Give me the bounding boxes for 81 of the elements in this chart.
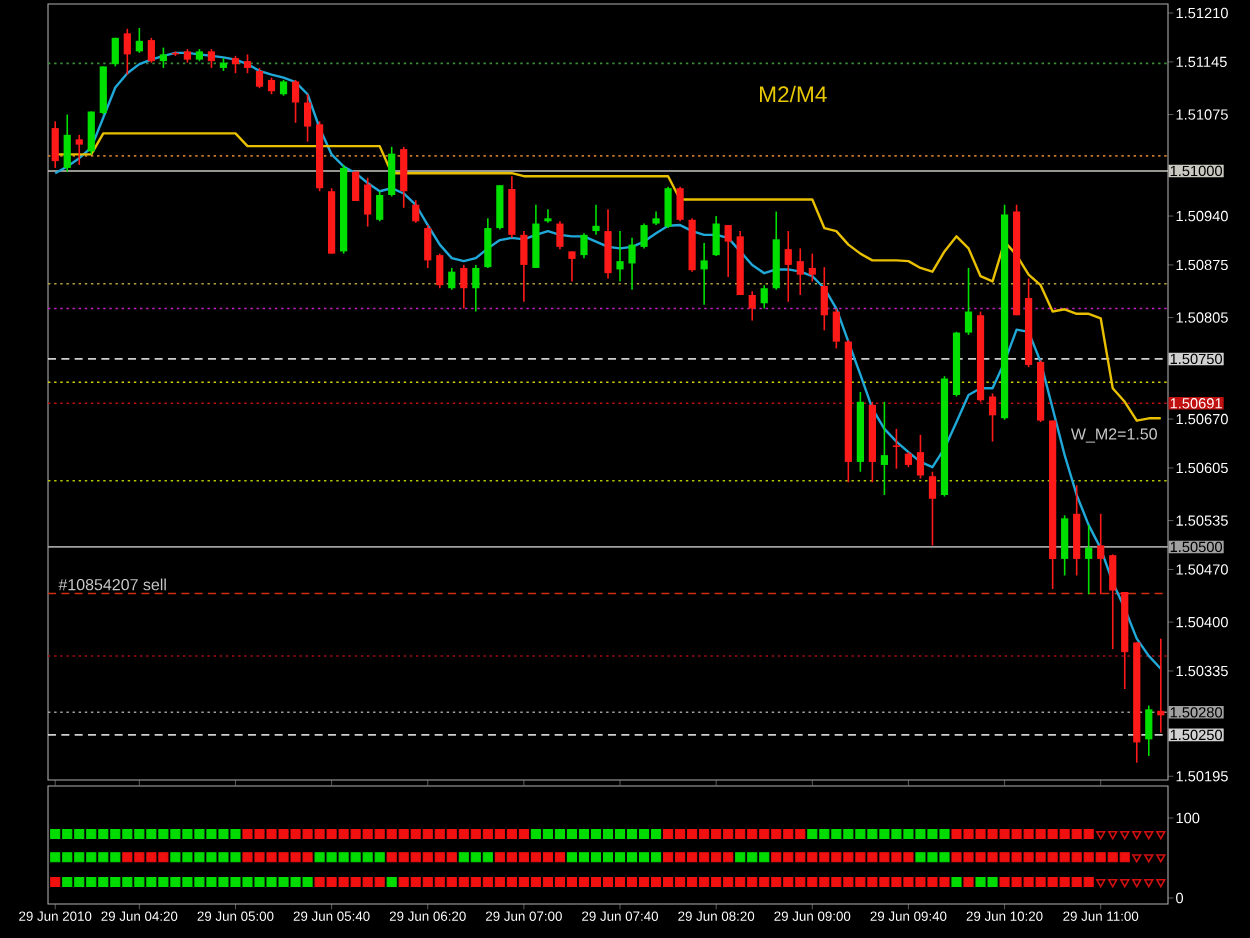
- candlestick: [808, 252, 816, 283]
- candlestick: [1097, 513, 1105, 596]
- candlestick: [532, 203, 540, 269]
- point: [1120, 830, 1130, 840]
- candlestick: [63, 113, 71, 173]
- candlestick: [303, 93, 312, 143]
- candlestick: [508, 175, 516, 239]
- candlestick: [616, 230, 624, 283]
- annotation: M2/M4: [760, 85, 827, 103]
- candlestick: [484, 217, 492, 269]
- candlestick: [568, 250, 576, 283]
- point: [1156, 830, 1166, 840]
- candlestick: [784, 230, 792, 303]
- candlestick: [388, 146, 396, 198]
- point: [1108, 878, 1118, 888]
- candlestick: [820, 266, 828, 332]
- candlestick: [75, 134, 83, 166]
- candlestick: [364, 176, 372, 228]
- candlestick: [1085, 524, 1093, 596]
- candlestick: [99, 65, 107, 116]
- candlestick: [700, 242, 708, 306]
- candlestick: [255, 67, 264, 90]
- candlestick: [892, 428, 901, 470]
- point: [1132, 878, 1142, 888]
- candlestick: [676, 185, 684, 223]
- candlestick: [436, 252, 444, 290]
- candlestick: [243, 53, 252, 74]
- candlestick: [412, 199, 420, 224]
- candlestick: [712, 215, 720, 257]
- candlestick: [832, 307, 840, 350]
- candlestick: [123, 28, 131, 76]
- candlestick: [628, 237, 636, 291]
- annotation: W_M2=1.50: [1070, 428, 1157, 443]
- candlestick: [400, 146, 408, 209]
- candlestick: [964, 267, 973, 336]
- candlestick: [472, 264, 480, 313]
- candlestick: [111, 37, 119, 68]
- candlestick: [556, 220, 564, 250]
- candlestick: [207, 48, 216, 69]
- candlestick: [928, 470, 937, 547]
- point: [1156, 854, 1166, 863]
- point: [1095, 830, 1106, 840]
- candlestick: [580, 232, 588, 259]
- candlestick: [1073, 484, 1081, 577]
- point: [1144, 878, 1154, 888]
- candlestick: [916, 434, 925, 480]
- candlestick: [724, 224, 732, 278]
- candlestick: [448, 267, 456, 291]
- point: [1144, 830, 1154, 840]
- point: [1156, 878, 1166, 888]
- candlestick: [796, 247, 804, 296]
- candlestick: [1061, 514, 1069, 577]
- candlestick: [664, 185, 672, 229]
- candlestick: [640, 222, 648, 250]
- candlestick: [159, 46, 167, 69]
- candlestick: [988, 392, 997, 443]
- point: [1132, 854, 1142, 863]
- candlestick: [544, 208, 552, 224]
- candlestick: [424, 224, 432, 269]
- point: [1132, 830, 1142, 840]
- candlestick: [880, 400, 888, 496]
- candlestick: [604, 208, 612, 280]
- point: [1120, 878, 1130, 888]
- point: [1095, 878, 1106, 888]
- candlestick: [520, 230, 528, 303]
- candlestick: [748, 290, 756, 322]
- candlestick: [460, 264, 468, 310]
- point: [1144, 854, 1154, 863]
- candlestick: [1109, 553, 1117, 650]
- candlestick: [496, 184, 504, 231]
- candlestick: [291, 79, 300, 124]
- candlestick: [51, 120, 59, 169]
- candlestick: [1145, 704, 1153, 757]
- candlestick: [87, 110, 95, 156]
- point: [1108, 830, 1118, 840]
- candlestick: [592, 203, 600, 236]
- candlestick: [135, 27, 143, 54]
- candlestick: [147, 37, 155, 64]
- candlestick: [376, 190, 384, 223]
- candlestick: [760, 284, 768, 310]
- annotation: #10854207 sell: [58, 578, 166, 591]
